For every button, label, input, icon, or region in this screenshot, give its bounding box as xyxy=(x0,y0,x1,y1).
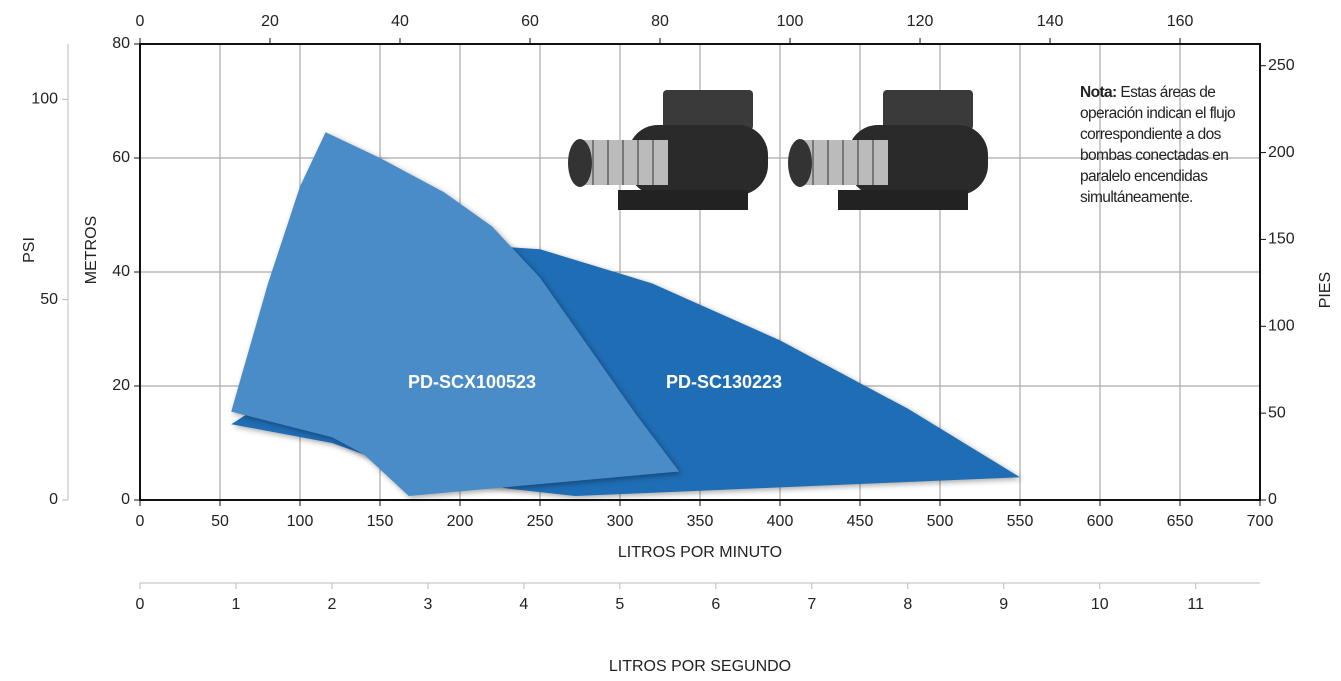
x-tick-label: 50 xyxy=(211,513,229,530)
x2-tick-label: 0 xyxy=(136,13,145,30)
y2-tick-label: 250 xyxy=(1268,57,1295,74)
x2-tick-label: 40 xyxy=(391,13,409,30)
area xyxy=(231,132,680,497)
x3-tick-label: 4 xyxy=(519,596,528,613)
x-tick-label: 600 xyxy=(1087,513,1114,530)
x3-tick-label: 3 xyxy=(423,596,432,613)
series-label: PD-SC130223 xyxy=(666,372,782,392)
x2-tick-label: 120 xyxy=(907,13,934,30)
x3-tick-label: 8 xyxy=(903,596,912,613)
x-tick-label: 250 xyxy=(527,513,554,530)
x3-tick-label: 1 xyxy=(232,596,241,613)
x-tick-label: 350 xyxy=(687,513,714,530)
x2-tick-label: 160 xyxy=(1167,13,1194,30)
x2-tick-label: 80 xyxy=(651,13,669,30)
y2-tick-label: 0 xyxy=(1268,491,1277,508)
y-tick-label: 20 xyxy=(112,377,130,394)
x2-tick-label: 60 xyxy=(521,13,539,30)
x3-tick-label: 11 xyxy=(1187,596,1204,613)
x-tick-label: 500 xyxy=(927,513,954,530)
y2-tick-label: 200 xyxy=(1268,144,1295,161)
x2-tick-label: 20 xyxy=(261,13,279,30)
note-text: Estas áreas de operación indican el fluj… xyxy=(1080,84,1236,206)
y-tick-label: 0 xyxy=(121,491,130,508)
y2-axis-title: PIES xyxy=(1317,272,1334,308)
x3-tick-label: 10 xyxy=(1091,596,1109,613)
x-tick-label: 300 xyxy=(607,513,634,530)
note-bold: Nota: xyxy=(1080,84,1117,101)
y-tick-label: 80 xyxy=(112,35,130,52)
y3-tick-label: 0 xyxy=(49,491,58,508)
y-tick-label: 60 xyxy=(112,149,130,166)
y2-tick-label: 150 xyxy=(1268,231,1295,248)
x3-axis-title: LITROS POR SEGUNDO xyxy=(609,658,791,675)
y-tick-label: 40 xyxy=(112,263,130,280)
y-axis-title: METROS xyxy=(83,216,100,284)
x2-tick-label: 100 xyxy=(777,13,804,30)
x-tick-label: 650 xyxy=(1167,513,1194,530)
x3-tick-label: 9 xyxy=(999,596,1008,613)
x-tick-label: 400 xyxy=(767,513,794,530)
y2-tick-label: 100 xyxy=(1268,318,1295,335)
x2-tick-label: 140 xyxy=(1037,13,1064,30)
y3-tick-label: 50 xyxy=(40,291,58,308)
x3-tick-label: 6 xyxy=(711,596,720,613)
x-tick-label: 700 xyxy=(1247,513,1274,530)
y3-axis-title: PSI xyxy=(21,237,38,263)
x3-tick-label: 5 xyxy=(615,596,624,613)
x-tick-label: 200 xyxy=(447,513,474,530)
y3-tick-label: 100 xyxy=(31,91,58,108)
x-tick-label: 150 xyxy=(367,513,394,530)
note: Nota: Estas áreas de operación indican e… xyxy=(1080,82,1256,208)
x-tick-label: 550 xyxy=(1007,513,1034,530)
x-axis-title: LITROS POR MINUTO xyxy=(618,544,782,561)
x-tick-label: 450 xyxy=(847,513,874,530)
x-tick-label: 0 xyxy=(136,513,145,530)
y2-tick-label: 50 xyxy=(1268,404,1286,421)
x3-tick-label: 7 xyxy=(807,596,816,613)
pump-images xyxy=(568,90,988,210)
x3-tick-label: 2 xyxy=(327,596,336,613)
x3-tick-label: 0 xyxy=(136,596,145,613)
x-tick-label: 100 xyxy=(287,513,314,530)
series-label: PD-SCX100523 xyxy=(408,372,536,392)
